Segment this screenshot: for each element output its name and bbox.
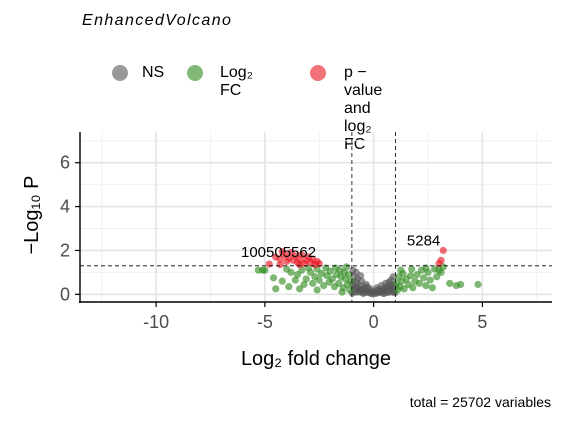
data-point bbox=[437, 268, 445, 276]
data-point bbox=[285, 283, 293, 291]
legend-marker-ns bbox=[112, 65, 128, 81]
data-point bbox=[413, 270, 421, 279]
x-axis-title: Log₂ fold change bbox=[241, 348, 391, 370]
point-label: 5284 bbox=[407, 233, 440, 250]
data-point bbox=[426, 276, 434, 284]
data-point bbox=[283, 257, 291, 266]
data-point bbox=[379, 289, 388, 298]
data-point bbox=[311, 273, 319, 281]
data-point bbox=[457, 280, 465, 289]
y-tick-label: 0 bbox=[60, 284, 70, 304]
data-point bbox=[433, 273, 441, 281]
data-point bbox=[342, 263, 351, 271]
data-point bbox=[333, 270, 341, 279]
data-point bbox=[272, 253, 280, 261]
data-point bbox=[360, 289, 368, 297]
data-point bbox=[400, 285, 408, 293]
x-tick-label: 5 bbox=[477, 312, 487, 332]
data-point bbox=[446, 279, 454, 287]
data-point bbox=[366, 285, 374, 293]
x-tick-label: 0 bbox=[369, 312, 379, 332]
data-point bbox=[287, 249, 295, 257]
legend-label-fc: Log₂ FC bbox=[220, 64, 253, 99]
data-point bbox=[420, 274, 428, 282]
data-point bbox=[278, 277, 286, 285]
data-point bbox=[269, 274, 278, 282]
data-point bbox=[272, 285, 280, 293]
data-point bbox=[474, 280, 482, 289]
caption: total = 25702 variables bbox=[409, 394, 551, 410]
data-point bbox=[439, 246, 447, 255]
series-pvalue-log2fc bbox=[265, 246, 447, 269]
y-axis-title: −Log₁₀ P bbox=[21, 176, 43, 255]
subtitle: EnhancedVolcano bbox=[82, 12, 233, 29]
data-point bbox=[373, 284, 381, 292]
data-point bbox=[325, 278, 333, 286]
data-point bbox=[387, 276, 395, 284]
data-point bbox=[317, 269, 326, 278]
data-point bbox=[291, 276, 299, 284]
data-point bbox=[323, 272, 331, 280]
data-point bbox=[296, 285, 304, 293]
data-point bbox=[362, 280, 370, 289]
data-point bbox=[320, 281, 328, 290]
data-point bbox=[338, 288, 346, 296]
data-point bbox=[298, 266, 306, 274]
data-point bbox=[415, 279, 423, 287]
y-tick-label: 4 bbox=[60, 197, 70, 217]
data-point bbox=[293, 270, 302, 279]
data-point bbox=[302, 275, 310, 283]
series-ns bbox=[348, 266, 399, 298]
data-point bbox=[397, 266, 405, 274]
y-tick-label: 6 bbox=[60, 153, 70, 173]
data-point bbox=[330, 283, 339, 291]
data-point bbox=[254, 266, 262, 274]
legend-marker-pfc bbox=[310, 65, 326, 81]
legend-label-ns: NS bbox=[142, 64, 165, 81]
data-point bbox=[296, 261, 304, 269]
data-point bbox=[422, 281, 430, 290]
data-point bbox=[276, 261, 284, 269]
x-tick-label: -5 bbox=[257, 312, 273, 332]
y-tick-label: 2 bbox=[60, 240, 70, 260]
data-point bbox=[265, 260, 273, 268]
data-point bbox=[309, 279, 317, 287]
point-label: 100505562 bbox=[241, 244, 316, 261]
data-point bbox=[278, 247, 286, 256]
data-point bbox=[437, 256, 445, 264]
data-point bbox=[313, 286, 321, 294]
x-tick-label: -10 bbox=[143, 312, 169, 332]
data-point bbox=[428, 284, 436, 292]
data-point bbox=[356, 272, 365, 280]
series-log2fc bbox=[254, 263, 482, 296]
data-point bbox=[408, 265, 416, 273]
data-point bbox=[300, 280, 308, 289]
legend-marker-fc bbox=[187, 65, 203, 81]
data-point bbox=[283, 265, 291, 273]
data-point bbox=[407, 272, 415, 280]
data-point bbox=[409, 284, 417, 292]
legend-label-pfc: p − value and log₂ FC bbox=[344, 64, 383, 153]
